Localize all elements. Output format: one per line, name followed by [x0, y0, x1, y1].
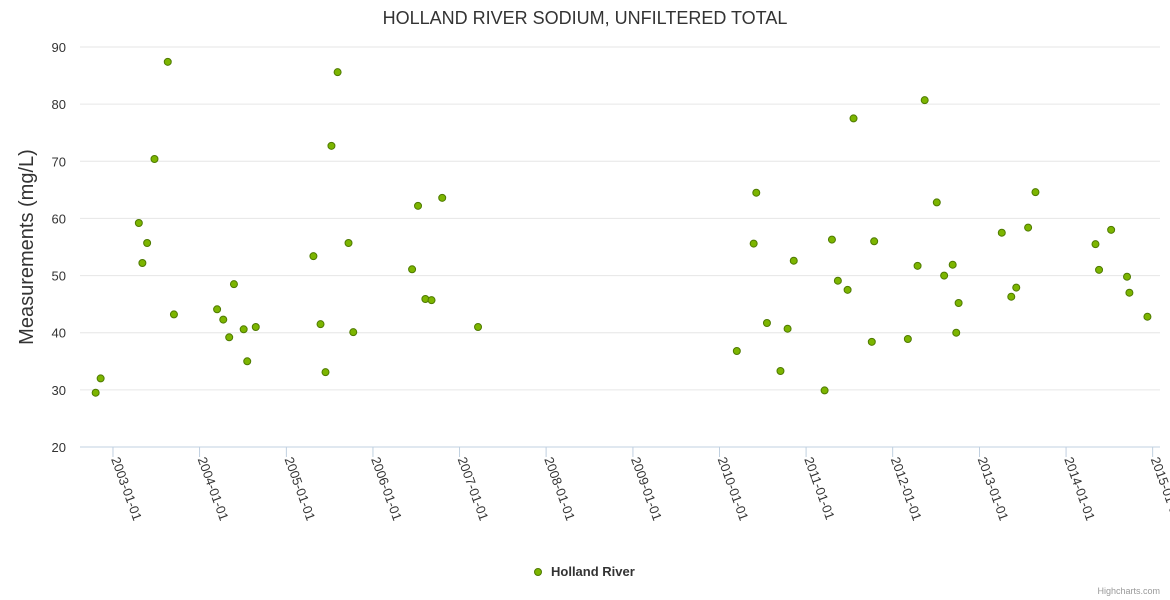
data-point[interactable] [1031, 188, 1040, 197]
x-tick-label: 2013-01-01 [975, 455, 1012, 523]
data-point[interactable] [1107, 225, 1116, 234]
data-point[interactable] [213, 305, 222, 314]
data-point[interactable] [954, 299, 963, 307]
y-tick-label: 70 [52, 154, 66, 169]
data-point[interactable] [344, 239, 353, 247]
x-tick-label: 2007-01-01 [455, 455, 492, 523]
data-point[interactable] [1024, 223, 1033, 232]
data-point[interactable] [1012, 283, 1021, 292]
data-point[interactable] [91, 388, 100, 397]
data-point[interactable] [321, 368, 330, 377]
y-axis-label: Measurements (mg/L) [16, 149, 38, 345]
data-point[interactable] [789, 256, 798, 265]
data-point[interactable] [1095, 265, 1104, 274]
x-tick-label: 2010-01-01 [715, 455, 752, 523]
data-point[interactable] [920, 96, 929, 105]
data-point[interactable] [438, 193, 447, 202]
data-point[interactable] [849, 114, 858, 123]
y-tick-label: 40 [52, 326, 66, 341]
y-tick-label: 90 [52, 40, 66, 55]
data-point[interactable] [903, 335, 912, 343]
data-point[interactable] [827, 235, 836, 244]
y-tick-label: 50 [52, 269, 66, 284]
data-point[interactable] [327, 141, 336, 150]
data-point[interactable] [752, 188, 761, 197]
data-point[interactable] [749, 239, 758, 248]
data-point[interactable] [225, 333, 234, 342]
y-tick-label: 60 [52, 211, 66, 226]
x-tick-label: 2012-01-01 [888, 455, 925, 523]
chart-title: HOLLAND RIVER SODIUM, UNFILTERED TOTAL [383, 8, 788, 28]
legend[interactable]: Holland River [534, 564, 635, 579]
data-point[interactable] [251, 323, 260, 331]
x-tick-label: 2009-01-01 [628, 455, 665, 523]
data-point[interactable] [1143, 312, 1152, 321]
data-point[interactable] [762, 319, 771, 327]
x-tick-label: 2005-01-01 [282, 455, 319, 523]
data-point[interactable] [96, 374, 105, 383]
data-point[interactable] [820, 386, 829, 395]
x-tick-label: 2003-01-01 [108, 455, 145, 523]
data-point[interactable] [1125, 288, 1134, 297]
data-point[interactable] [843, 285, 852, 294]
data-point[interactable] [833, 276, 842, 285]
data-point[interactable] [952, 328, 961, 337]
data-point[interactable] [134, 219, 143, 227]
data-point[interactable] [913, 261, 922, 270]
legend-label-holland-river[interactable]: Holland River [551, 564, 635, 579]
data-point[interactable] [163, 57, 172, 66]
x-tick-label: 2006-01-01 [368, 455, 405, 523]
data-point[interactable] [138, 259, 147, 267]
data-point[interactable] [150, 155, 159, 163]
credits[interactable]: Highcharts.com [1097, 586, 1160, 596]
data-point[interactable] [732, 347, 741, 355]
data-point[interactable] [229, 280, 238, 289]
grid-lines [80, 46, 1160, 448]
data-point[interactable] [867, 337, 876, 346]
data-point[interactable] [776, 367, 785, 375]
data-point[interactable] [997, 228, 1006, 237]
data-point[interactable] [783, 324, 792, 333]
data-point[interactable] [169, 310, 178, 319]
x-tick-label: 2014-01-01 [1061, 455, 1098, 523]
data-point[interactable] [243, 357, 252, 366]
data-point[interactable] [474, 323, 483, 331]
legend-marker [534, 568, 542, 576]
data-point[interactable] [219, 315, 228, 324]
data-point[interactable] [1123, 272, 1132, 281]
x-tick-label: 2015-01-01 [1148, 455, 1170, 523]
x-axis-ticks: 2003-01-01 2004-01-01 2005-01-01 2006-01-01… [108, 447, 1170, 523]
data-point[interactable] [948, 260, 957, 269]
data-point[interactable] [940, 271, 949, 280]
data-point[interactable] [870, 237, 879, 246]
series-holland-river [91, 57, 1152, 397]
x-tick-label: 2011-01-01 [801, 455, 838, 522]
data-point[interactable] [349, 328, 358, 337]
data-point[interactable] [427, 296, 436, 305]
x-tick-label: 2008-01-01 [541, 455, 578, 523]
data-point[interactable] [1091, 240, 1100, 249]
data-point[interactable] [316, 320, 325, 329]
y-axis-ticks: 20 30 40 50 60 70 80 90 [52, 40, 66, 455]
y-tick-label: 20 [52, 440, 66, 455]
data-point[interactable] [333, 68, 342, 77]
y-tick-label: 30 [52, 383, 66, 398]
x-tick-label: 2004-01-01 [195, 455, 232, 523]
data-point[interactable] [932, 198, 941, 207]
y-tick-label: 80 [52, 97, 66, 112]
data-point[interactable] [309, 252, 318, 261]
data-point[interactable] [408, 265, 417, 274]
data-point[interactable] [239, 325, 248, 334]
data-point[interactable] [414, 201, 423, 210]
data-point[interactable] [1007, 292, 1016, 301]
data-point[interactable] [143, 239, 152, 247]
